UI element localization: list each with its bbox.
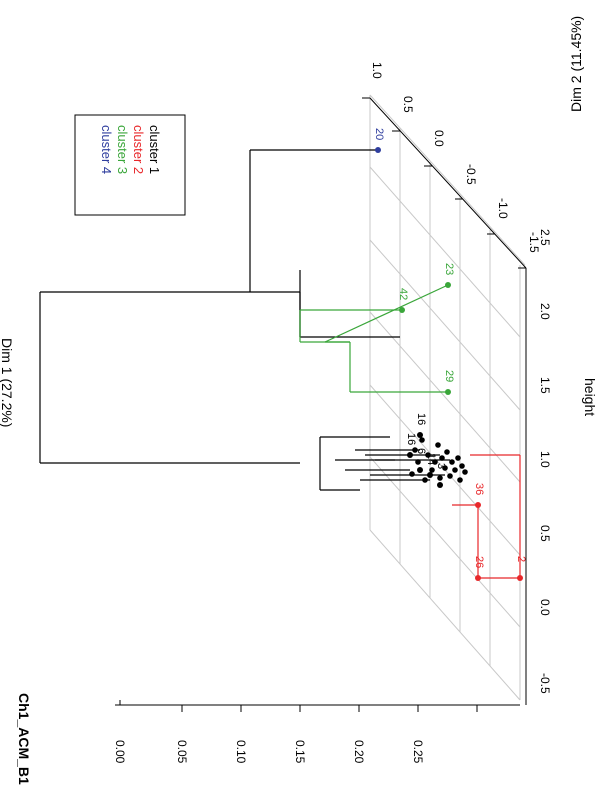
point-cluster-1 — [422, 477, 428, 483]
dendrogram-cluster-1 — [39, 149, 450, 491]
y-axis-label: Dim 2 (11.45%) — [568, 15, 584, 112]
point-cluster-1 — [442, 465, 448, 471]
y-tick-label: -1.0 — [496, 198, 510, 219]
y-tick-label: 0.5 — [401, 96, 415, 113]
point-cluster-1 — [412, 447, 418, 453]
y-tick-label: 0.0 — [432, 130, 446, 147]
z-tick-label: 0.25 — [411, 740, 425, 764]
point-label: 23 — [443, 263, 455, 275]
x-axis-label: Dim 1 (27.2%) — [0, 338, 15, 428]
point-cluster-1 — [449, 459, 455, 465]
x-tick-label: 1.5 — [538, 377, 552, 394]
point-cluster-1 — [417, 467, 423, 473]
point-cluster-2 — [517, 575, 523, 581]
point-cluster-1 — [417, 432, 423, 438]
point-cluster-3 — [399, 307, 405, 313]
x-tick-label: 2.0 — [538, 303, 552, 320]
point-cluster-1 — [437, 482, 443, 488]
point-labels: 20 23 42 29 36 26 2 16 16 6 314 — [373, 128, 527, 568]
x-tick-label: 0.5 — [538, 525, 552, 542]
point-cluster-3 — [445, 389, 451, 395]
point-cluster-2 — [475, 502, 481, 508]
point-cluster-1 — [407, 452, 413, 458]
point-cluster-1 — [455, 455, 461, 461]
y-tick-label: -1.5 — [527, 232, 541, 253]
point-cluster-1 — [444, 449, 450, 455]
point-cluster-1 — [435, 442, 441, 448]
point-label: 16 — [405, 433, 417, 445]
y-tick-label: 1.0 — [370, 62, 384, 79]
point-label: 2 — [515, 556, 527, 562]
point-cluster-1 — [439, 455, 445, 461]
point-cluster-1 — [462, 469, 468, 475]
chart-title: Ch1_ACM_B1 — [16, 693, 32, 785]
z-tick-label: 0.15 — [293, 740, 307, 764]
point-cluster-1 — [429, 467, 435, 473]
point-cluster-1 — [425, 452, 431, 458]
data-points — [375, 147, 523, 581]
point-cluster-1 — [452, 467, 458, 473]
point-label: 42 — [397, 288, 409, 300]
z-tick-label: 0.20 — [352, 740, 366, 764]
point-label: 26 — [473, 556, 485, 568]
z-tick-label: 0.00 — [113, 740, 127, 764]
point-cluster-1 — [437, 475, 443, 481]
point-cluster-3 — [445, 282, 451, 288]
legend-entry: cluster 4 — [99, 125, 114, 174]
point-cluster-2 — [475, 575, 481, 581]
point-cluster-1 — [419, 437, 425, 443]
point-cluster-1 — [457, 477, 463, 483]
dendrogram-cluster-3 — [299, 284, 449, 393]
x-tick-label: 1.0 — [538, 451, 552, 468]
point-cluster-1 — [427, 472, 433, 478]
point-cluster-1 — [415, 459, 421, 465]
point-cluster-1 — [447, 473, 453, 479]
x-tick-label: 0.0 — [538, 599, 552, 616]
point-label: 36 — [473, 483, 485, 495]
axes — [115, 97, 527, 712]
legend-entry: cluster 1 — [147, 125, 162, 174]
point-label: 20 — [373, 128, 385, 140]
z-tick-label: 0.05 — [175, 740, 189, 764]
point-cluster-1 — [409, 471, 415, 477]
point-label: 6 — [415, 448, 427, 454]
legend-entry: cluster 2 — [131, 125, 146, 174]
point-label: 29 — [443, 370, 455, 382]
point-cluster-1 — [459, 463, 465, 469]
z-axis-label: height — [582, 378, 598, 417]
point-label: 14 — [425, 453, 437, 465]
y-tick-label: -0.5 — [464, 164, 478, 185]
point-cluster-4 — [375, 147, 381, 153]
dendrogram-cluster-2 — [452, 454, 521, 579]
x-tick-label: -0.5 — [538, 673, 552, 694]
point-label: 16 — [415, 413, 427, 425]
z-tick-label: 0.10 — [234, 740, 248, 764]
legend-entry: cluster 3 — [115, 125, 130, 174]
point-cluster-1 — [432, 459, 438, 465]
point-label: 3 — [435, 463, 447, 469]
